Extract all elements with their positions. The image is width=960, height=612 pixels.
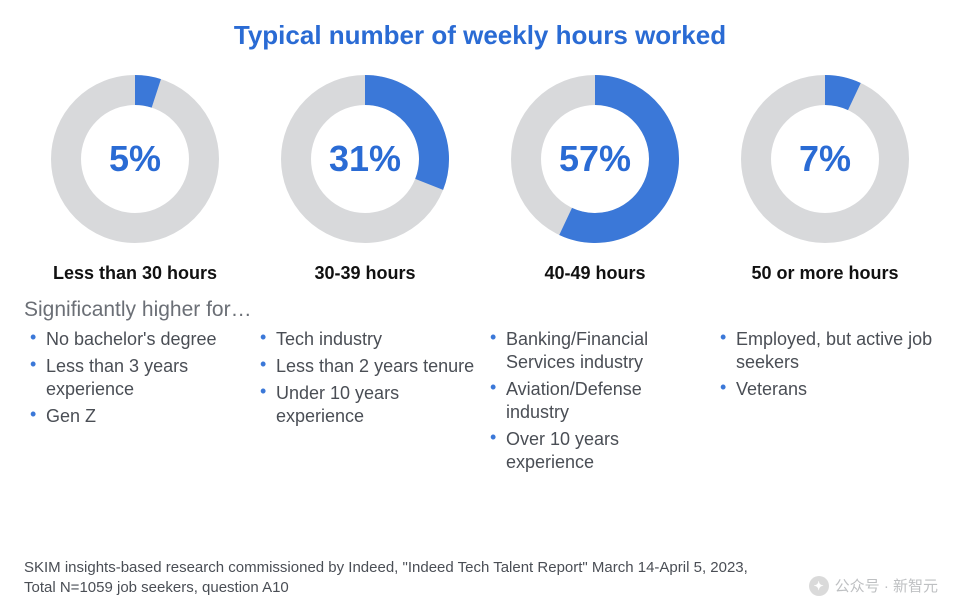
donut-0: 5% — [45, 69, 225, 249]
footnote: SKIM insights-based research commissione… — [24, 558, 748, 599]
category-label-0: Less than 30 hours — [53, 263, 217, 284]
list-col-2: Banking/Financial Services industryAviat… — [484, 328, 706, 478]
chart-title: Typical number of weekly hours worked — [24, 20, 936, 51]
list-col-3: Employed, but active job seekers Veterans — [714, 328, 936, 478]
list-item: Veterans — [720, 378, 936, 401]
list-col-1: Tech industry Less than 2 years tenure Und… — [254, 328, 476, 478]
watermark: ✦ 公众号 · 新智元 — [809, 575, 938, 596]
donut-center-1: 31% — [275, 69, 455, 249]
list-item: Under 10 years experience — [260, 382, 476, 428]
list-item: Less than 3 years experience — [30, 355, 246, 401]
donut-row: 5% Less than 30 hours 31% 30-39 hours 57… — [24, 69, 936, 284]
donut-2: 57% — [505, 69, 685, 249]
donut-col-3: 7% 50 or more hours — [714, 69, 936, 284]
donut-center-3: 7% — [735, 69, 915, 249]
watermark-icon: ✦ — [809, 576, 829, 596]
donut-col-1: 31% 30-39 hours — [254, 69, 476, 284]
footnote-line2: Total N=1059 job seekers, question A10 — [24, 578, 748, 598]
list-item: Less than 2 years tenure — [260, 355, 476, 378]
list-item: Gen Z — [30, 405, 246, 428]
lists-row: No bachelor's degree Less than 3 years ex… — [24, 328, 936, 478]
list-item: Tech industry — [260, 328, 476, 351]
category-label-2: 40-49 hours — [544, 263, 645, 284]
donut-3: 7% — [735, 69, 915, 249]
watermark-text: 公众号 · 新智元 — [835, 575, 938, 596]
donut-center-0: 5% — [45, 69, 225, 249]
category-label-1: 30-39 hours — [314, 263, 415, 284]
list-item: Employed, but active job seekers — [720, 328, 936, 374]
list-col-0: No bachelor's degree Less than 3 years ex… — [24, 328, 246, 478]
footnote-line1: SKIM insights-based research commissione… — [24, 558, 748, 578]
donut-col-2: 57% 40-49 hours — [484, 69, 706, 284]
subheading: Significantly higher for… — [24, 298, 936, 322]
donut-col-0: 5% Less than 30 hours — [24, 69, 246, 284]
category-label-3: 50 or more hours — [751, 263, 898, 284]
list-item: No bachelor's degree — [30, 328, 246, 351]
donut-1: 31% — [275, 69, 455, 249]
list-item: Banking/Financial Services industry — [490, 328, 706, 374]
list-item: Aviation/Defense industry — [490, 378, 706, 424]
list-item: Over 10 years experience — [490, 428, 706, 474]
donut-center-2: 57% — [505, 69, 685, 249]
